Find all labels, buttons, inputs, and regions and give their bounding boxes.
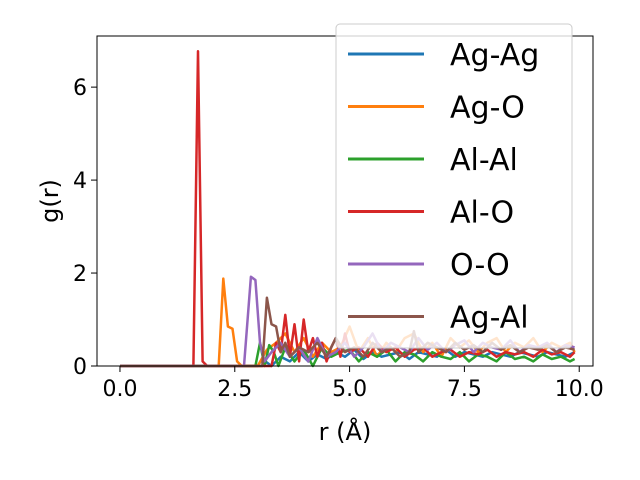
- x-tick-label: 5.0: [332, 377, 367, 402]
- x-tick-label: 0.0: [102, 377, 137, 402]
- y-tick-label: 6: [73, 76, 87, 101]
- y-tick-label: 0: [73, 355, 87, 380]
- y-tick-label: 2: [73, 262, 87, 287]
- legend-label-ag-ag: Ag-Ag: [450, 38, 539, 73]
- legend-label-al-al: Al-Al: [450, 143, 518, 178]
- x-tick-label: 10.0: [555, 377, 604, 402]
- legend-label-ag-o: Ag-O: [450, 91, 525, 126]
- y-axis-label: g(r): [36, 179, 64, 223]
- legend-label-al-o: Al-O: [450, 196, 514, 231]
- x-axis: 0.0 2.5 5.0 7.5 10.0: [102, 366, 604, 402]
- legend-label-o-o: O-O: [450, 248, 510, 283]
- legend-label-ag-al: Ag-Al: [450, 301, 529, 336]
- x-axis-label: r (Å): [319, 417, 372, 446]
- x-tick-label: 7.5: [447, 377, 482, 402]
- x-tick-label: 2.5: [217, 377, 252, 402]
- legend: Ag-Ag Ag-O Al-Al Al-O O-O Ag-Al: [335, 23, 573, 349]
- series-line-ag-al: [120, 296, 575, 368]
- y-axis: 0 2 4 6: [73, 76, 97, 380]
- y-tick-label: 4: [73, 169, 87, 194]
